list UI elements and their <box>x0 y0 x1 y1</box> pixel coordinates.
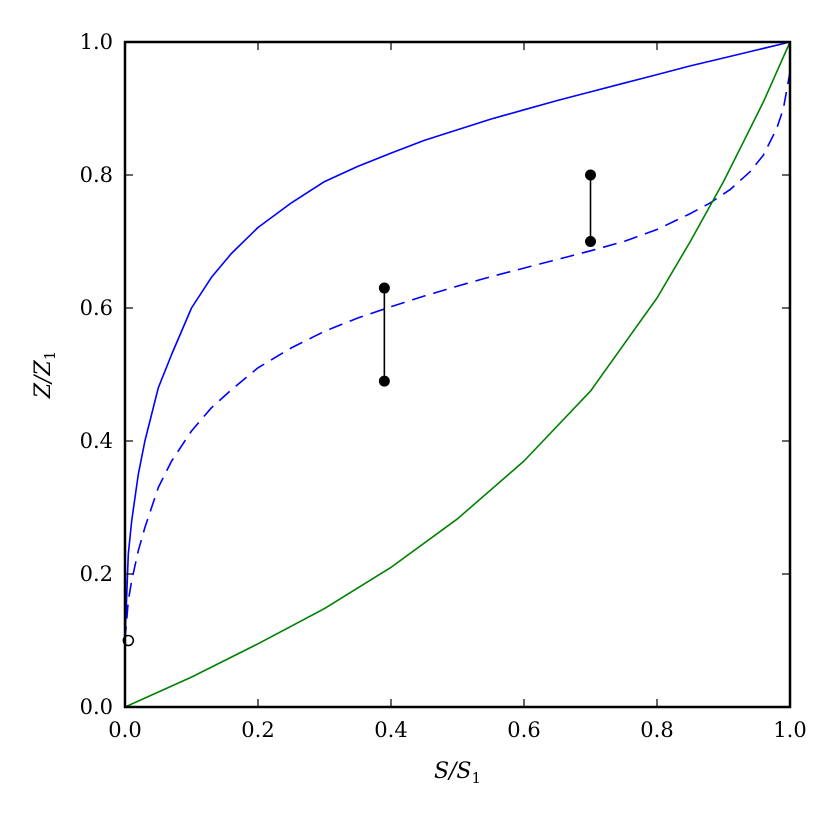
x-tick-label: 0.4 <box>374 718 407 742</box>
interval-point-high-1 <box>378 282 390 294</box>
series-line-3 <box>124 41 791 708</box>
y-tick-label: 0.2 <box>80 562 113 586</box>
y-axis-label: Z/Z1 <box>31 351 59 400</box>
plot-frame <box>123 40 792 709</box>
y-tick-label: 0.8 <box>80 163 113 187</box>
y-axis-label-sub: 1 <box>41 351 59 361</box>
y-tick-label: 0.0 <box>80 695 113 719</box>
series-line-2 <box>124 71 791 641</box>
y-tick-label: 0.4 <box>80 429 113 453</box>
x-tick-label: 0.6 <box>507 718 540 742</box>
x-tick-label: 0.2 <box>241 718 274 742</box>
interval-point-low-1 <box>378 375 390 387</box>
tick-layer: 0.0 0.2 0.4 0.6 0.8 1.0 0.0 0.2 0.4 0.6 0.8 1.0 <box>80 30 807 742</box>
interval-point-low-2 <box>585 236 596 247</box>
x-axis-label: S/S1 <box>434 759 481 787</box>
series-layer <box>124 41 791 708</box>
x-tick-label: 0.8 <box>640 718 673 742</box>
interval-point-high-2 <box>585 169 596 181</box>
x-tick-label: 0.0 <box>108 718 141 742</box>
plot-background <box>125 42 790 707</box>
x-tick-label: 1.0 <box>773 718 806 742</box>
y-axis-label-main: Z/Z <box>31 360 56 400</box>
x-axis-label-main: S/S <box>434 759 472 784</box>
series-line-1 <box>124 41 791 641</box>
y-tick-label: 1.0 <box>80 30 113 54</box>
x-axis-label-sub: 1 <box>472 769 482 787</box>
y-tick-label: 0.6 <box>80 296 113 320</box>
plot-area <box>125 42 790 707</box>
